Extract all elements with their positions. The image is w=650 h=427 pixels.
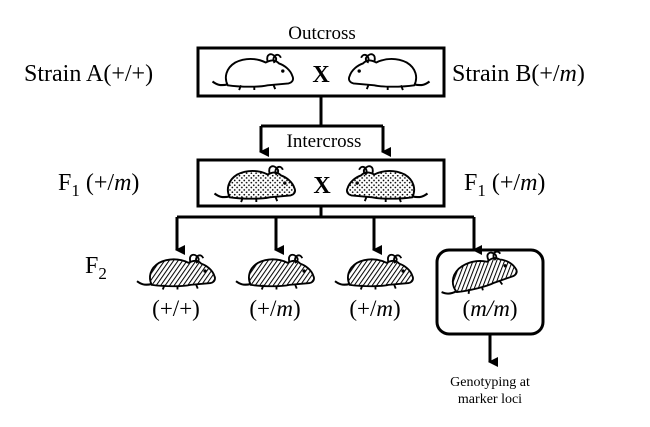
genotyping-line-2: marker loci — [458, 392, 522, 407]
f2-mm-mouse-icon — [434, 246, 521, 302]
intercross-connector — [175, 206, 482, 255]
f1-right-label: F1 (+/m) — [464, 170, 545, 200]
strain-a-mouse-icon — [211, 53, 295, 92]
f2-genotype-3: (+/m) — [349, 296, 400, 321]
intercross-title: Intercross — [287, 131, 362, 152]
outcross-title: Outcross — [288, 23, 356, 44]
f2-label: F2 — [85, 253, 107, 283]
strain-b-mouse-icon — [349, 54, 430, 90]
f1-right-mouse-icon — [347, 166, 428, 202]
f2-mouse-icon — [135, 253, 415, 291]
genotyping-line-1: Genotyping at — [450, 375, 530, 390]
f1-left-label: F1 (+/m) — [58, 170, 139, 200]
outcross-cross-symbol: X — [312, 62, 330, 88]
f2-genotype-2: (+/m) — [249, 296, 300, 321]
f2-genotype-1: (+/+) — [152, 296, 200, 321]
f1-left-mouse-icon — [213, 165, 297, 204]
strain-b-label: Strain B(+/m) — [452, 61, 585, 87]
f2-genotype-4: (m/m) — [463, 296, 518, 321]
intercross-cross-symbol: X — [313, 173, 331, 199]
outcross-connector — [259, 96, 391, 157]
strain-a-label: Strain A(+/+) — [24, 61, 153, 87]
